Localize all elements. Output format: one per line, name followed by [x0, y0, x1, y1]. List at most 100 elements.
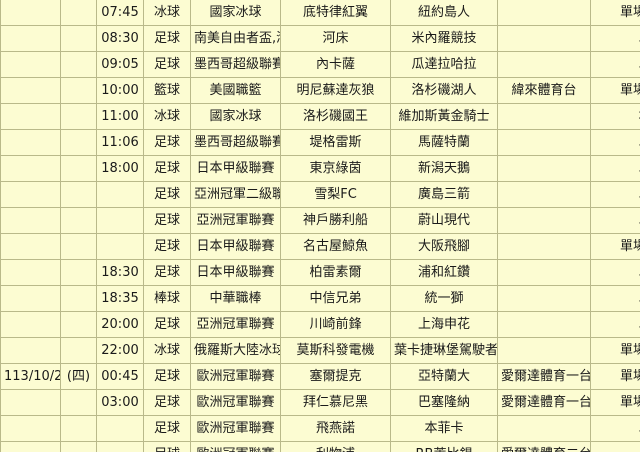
cell-bet-type: 單場	[590, 25, 640, 52]
cell-home-team: 東京綠茵	[280, 155, 391, 182]
cell-league: 亞洲冠軍聯賽	[190, 311, 281, 338]
cell-league: 日本甲級聯賽	[190, 233, 281, 260]
cell-away-team: 葉卡捷琳堡駕駛者	[390, 337, 498, 364]
cell-league: 墨西哥超級聯賽	[190, 129, 281, 156]
table-row[interactable]: 足球歐洲冠軍聯賽利物浦RB萊比錫愛爾達體育二台單場	[0, 441, 640, 452]
table-row[interactable]: 03:00足球歐洲冠軍聯賽拜仁慕尼黑巴塞隆納愛爾達體育一台單場+場中	[0, 389, 640, 416]
cell-home-team: 飛燕諾	[280, 415, 391, 442]
cell-sport: 足球	[143, 51, 191, 78]
cell-date	[0, 25, 61, 52]
cell-league: 中華職棒	[190, 285, 281, 312]
cell-league: 美國職籃	[190, 77, 281, 104]
cell-home-team: 塞爾提克	[280, 363, 391, 390]
cell-date	[0, 259, 61, 286]
cell-bet-type: 單場	[590, 129, 640, 156]
cell-weekday	[60, 389, 97, 416]
cell-time: 18:35	[96, 285, 144, 312]
cell-sport: 足球	[143, 181, 191, 208]
cell-home-team: 莫斯科發電機	[280, 337, 391, 364]
cell-weekday	[60, 285, 97, 312]
cell-bet-type: 單場	[590, 285, 640, 312]
cell-channel	[497, 285, 591, 312]
cell-sport: 足球	[143, 441, 191, 452]
cell-bet-type: 單場+場中	[590, 0, 640, 26]
cell-channel	[497, 181, 591, 208]
cell-league: 亞洲冠軍二級聯賽	[190, 181, 281, 208]
cell-sport: 足球	[143, 389, 191, 416]
cell-date	[0, 0, 61, 26]
cell-channel	[497, 415, 591, 442]
cell-away-team: 瓜達拉哈拉	[390, 51, 498, 78]
cell-away-team: 巴塞隆納	[390, 389, 498, 416]
cell-bet-type: 單場+場中	[590, 77, 640, 104]
cell-bet-type: 單場	[590, 441, 640, 452]
cell-weekday	[60, 25, 97, 52]
table-row[interactable]: 10:00籃球美國職籃明尼蘇達灰狼洛杉磯湖人緯來體育台單場+場中	[0, 77, 640, 104]
cell-away-team: 新潟天鵝	[390, 155, 498, 182]
table-row[interactable]: 足球亞洲冠軍二級聯賽雪梨FC廣島三箭 單場	[0, 181, 640, 208]
cell-time: 03:00	[96, 389, 144, 416]
cell-league: 南美自由者盃,淘汰賽	[190, 25, 281, 52]
cell-date	[0, 207, 61, 234]
cell-league: 墨西哥超級聯賽	[190, 51, 281, 78]
cell-league: 國家冰球	[190, 0, 281, 26]
cell-away-team: 上海申花	[390, 311, 498, 338]
cell-sport: 足球	[143, 129, 191, 156]
cell-time: 09:05	[96, 51, 144, 78]
cell-time	[96, 415, 144, 442]
cell-away-team: 洛杉磯湖人	[390, 77, 498, 104]
cell-channel	[497, 233, 591, 260]
cell-weekday	[60, 441, 97, 452]
cell-weekday	[60, 337, 97, 364]
cell-home-team: 洛杉磯國王	[280, 103, 391, 130]
cell-bet-type: 單場	[590, 207, 640, 234]
cell-channel	[497, 0, 591, 26]
cell-time: 18:30	[96, 259, 144, 286]
cell-away-team: 本菲卡	[390, 415, 498, 442]
cell-away-team: 亞特蘭大	[390, 363, 498, 390]
cell-away-team: 蔚山現代	[390, 207, 498, 234]
cell-date	[0, 389, 61, 416]
cell-weekday	[60, 311, 97, 338]
cell-date	[0, 441, 61, 452]
cell-time: 18:00	[96, 155, 144, 182]
cell-weekday	[60, 259, 97, 286]
cell-sport: 足球	[143, 311, 191, 338]
table-row[interactable]: 113/10/24(四)00:45足球歐洲冠軍聯賽塞爾提克亞特蘭大愛爾達體育一台…	[0, 363, 640, 390]
cell-bet-type: 場中	[590, 103, 640, 130]
cell-channel	[497, 337, 591, 364]
cell-away-team: 維加斯黃金騎士	[390, 103, 498, 130]
cell-channel: 愛爾達體育一台	[497, 389, 591, 416]
cell-date	[0, 103, 61, 130]
cell-date	[0, 337, 61, 364]
cell-date	[0, 51, 61, 78]
cell-channel: 緯來體育台	[497, 77, 591, 104]
cell-home-team: 內卡薩	[280, 51, 391, 78]
cell-league: 歐洲冠軍聯賽	[190, 363, 281, 390]
cell-league: 亞洲冠軍聯賽	[190, 207, 281, 234]
cell-time: 10:00	[96, 77, 144, 104]
cell-home-team: 明尼蘇達灰狼	[280, 77, 391, 104]
cell-channel	[497, 207, 591, 234]
cell-away-team: 紐約島人	[390, 0, 498, 26]
cell-bet-type: 單場	[590, 311, 640, 338]
cell-away-team: 廣島三箭	[390, 181, 498, 208]
cell-time: 00:45	[96, 363, 144, 390]
cell-away-team: RB萊比錫	[390, 441, 498, 452]
cell-channel	[497, 311, 591, 338]
